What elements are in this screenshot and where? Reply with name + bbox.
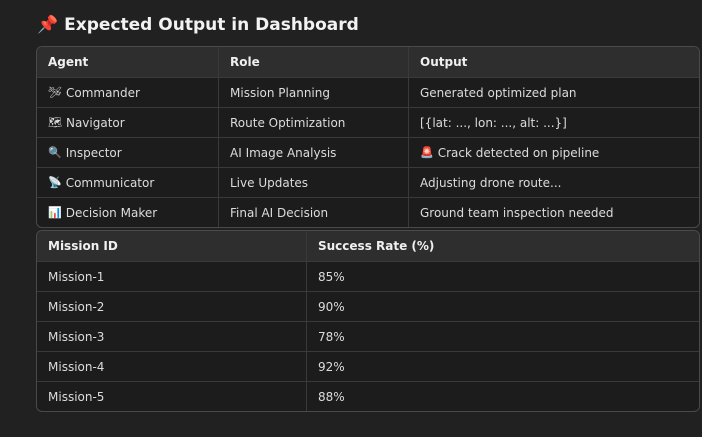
agent-name: Decision Maker: [65, 205, 158, 220]
column-header-role: Role: [218, 47, 408, 77]
column-header-output: Output: [408, 47, 699, 77]
success-rate-cell: 92%: [306, 352, 699, 381]
role-cell: Route Optimization: [218, 108, 408, 137]
page-title-text: Expected Output in Dashboard: [64, 15, 359, 35]
column-header-agent: Agent: [48, 55, 89, 69]
role-cell: Mission Planning: [218, 78, 408, 107]
agent-name: Inspector: [65, 145, 122, 160]
output-text: Crack detected on pipeline: [437, 145, 600, 160]
siren-icon: 🚨: [420, 146, 434, 159]
mission-id-cell: Mission-3: [48, 329, 105, 344]
agent-cell: 🗺 Navigator: [37, 108, 218, 137]
table-row: 🔍 Inspector AI Image Analysis 🚨 Crack de…: [37, 137, 699, 167]
table-header-row: Mission ID Success Rate (%): [37, 231, 699, 261]
table-row: Mission-1 85%: [37, 261, 699, 291]
agent-name: Commander: [65, 85, 140, 100]
bar-chart-icon: 📊: [48, 206, 62, 219]
role-cell: AI Image Analysis: [218, 138, 408, 167]
output-cell: Generated optimized plan: [408, 78, 699, 107]
role-cell: Final AI Decision: [218, 198, 408, 227]
agent-name: Communicator: [65, 175, 155, 190]
mission-id-cell: Mission-4: [48, 359, 105, 374]
table-row: Mission-5 88%: [37, 381, 699, 411]
table-header-row: Agent Role Output: [37, 47, 699, 77]
table-row: 📡 Communicator Live Updates Adjusting dr…: [37, 167, 699, 197]
table-row: Mission-3 78%: [37, 321, 699, 351]
success-rate-cell: 85%: [306, 262, 699, 291]
table-row: Mission-2 90%: [37, 291, 699, 321]
output-cell: 🚨 Crack detected on pipeline: [408, 138, 699, 167]
column-header-success-rate: Success Rate (%): [306, 231, 699, 261]
success-rate-cell: 88%: [306, 382, 699, 411]
table-row: Mission-4 92%: [37, 351, 699, 381]
agents-table: Agent Role Output 🛩 Commander Mission Pl…: [36, 46, 700, 228]
agent-cell: 📡 Communicator: [37, 168, 218, 197]
agent-name: Navigator: [65, 115, 125, 130]
success-rate-cell: 90%: [306, 292, 699, 321]
output-cell: [{lat: ..., lon: ..., alt: ...}]: [408, 108, 699, 137]
table-row: 📊 Decision Maker Final AI Decision Groun…: [37, 197, 699, 227]
output-cell: Ground team inspection needed: [408, 198, 699, 227]
mission-id-cell: Mission-2: [48, 299, 105, 314]
mission-id-cell: Mission-5: [48, 389, 105, 404]
agent-cell: 📊 Decision Maker: [37, 198, 218, 227]
column-header-mission-id: Mission ID: [48, 239, 118, 253]
airplane-icon: 🛩: [48, 86, 62, 99]
mission-id-cell: Mission-1: [48, 269, 105, 284]
page-title: 📌 Expected Output in Dashboard: [37, 13, 359, 37]
satellite-antenna-icon: 📡: [48, 176, 62, 189]
agent-cell: 🛩 Commander: [37, 78, 218, 107]
missions-table: Mission ID Success Rate (%) Mission-1 85…: [36, 230, 700, 412]
success-rate-cell: 78%: [306, 322, 699, 351]
output-cell: Adjusting drone route...: [408, 168, 699, 197]
map-icon: 🗺: [48, 116, 62, 129]
table-row: 🛩 Commander Mission Planning Generated o…: [37, 77, 699, 107]
agent-cell: 🔍 Inspector: [37, 138, 218, 167]
magnifier-icon: 🔍: [48, 146, 62, 159]
table-row: 🗺 Navigator Route Optimization [{lat: ..…: [37, 107, 699, 137]
role-cell: Live Updates: [218, 168, 408, 197]
pushpin-icon: 📌: [37, 15, 59, 35]
